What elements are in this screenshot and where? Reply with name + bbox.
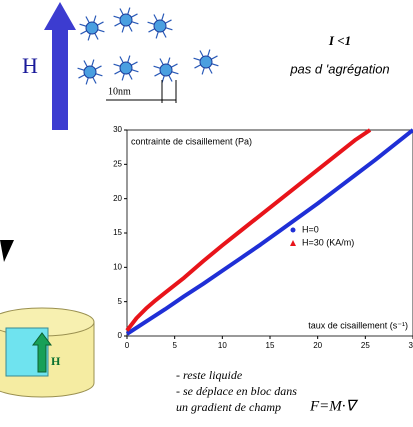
y-tick-label: 20 [113,194,122,203]
legend-label: H=30 (KA/m) [302,237,354,247]
particle [119,61,133,75]
x-tick-label: 15 [266,341,275,350]
scale-label: 10nm [108,86,131,97]
gradient-arrow [32,332,52,373]
x-tick-label: 0 [125,341,130,350]
x-tick-label: 10 [218,341,227,350]
particle [119,13,133,27]
particle [83,65,97,79]
y-tick-label: 10 [113,262,122,271]
gradient-label: H [51,354,61,368]
x-tick-label: 20 [313,341,322,350]
legend-marker [290,240,296,246]
motion-arrow [0,240,14,262]
legend-marker [290,227,296,233]
particle [85,21,99,35]
y-tick-label: 5 [118,297,123,306]
formula: F=M·∇ [309,398,359,414]
y-tick-label: 25 [113,159,122,168]
legend-label: H=0 [302,224,319,234]
note: un gradient de champ [176,400,281,414]
x-axis-title: taux de cisaillement (s⁻¹) [308,320,408,330]
series-trace [125,128,413,336]
particles [77,7,219,85]
x-tick-label: 30 [409,341,413,350]
y-tick-label: 30 [113,125,122,134]
subtitle: pas d 'agrégation [289,61,389,76]
y-tick-label: 0 [118,331,123,340]
note: - reste liquide [176,368,243,382]
particle [199,55,213,69]
particle [153,19,167,33]
x-tick-label: 25 [361,341,370,350]
field-arrow [44,2,76,130]
field-label: H [22,53,38,78]
y-axis-title: contrainte de cisaillement (Pa) [131,136,252,146]
particle [159,63,173,77]
note: - se déplace en bloc dans [176,384,297,398]
y-tick-label: 15 [113,228,122,237]
x-tick-label: 5 [172,341,177,350]
series-trace [125,128,372,332]
lambda-label: I <1 [328,33,351,48]
